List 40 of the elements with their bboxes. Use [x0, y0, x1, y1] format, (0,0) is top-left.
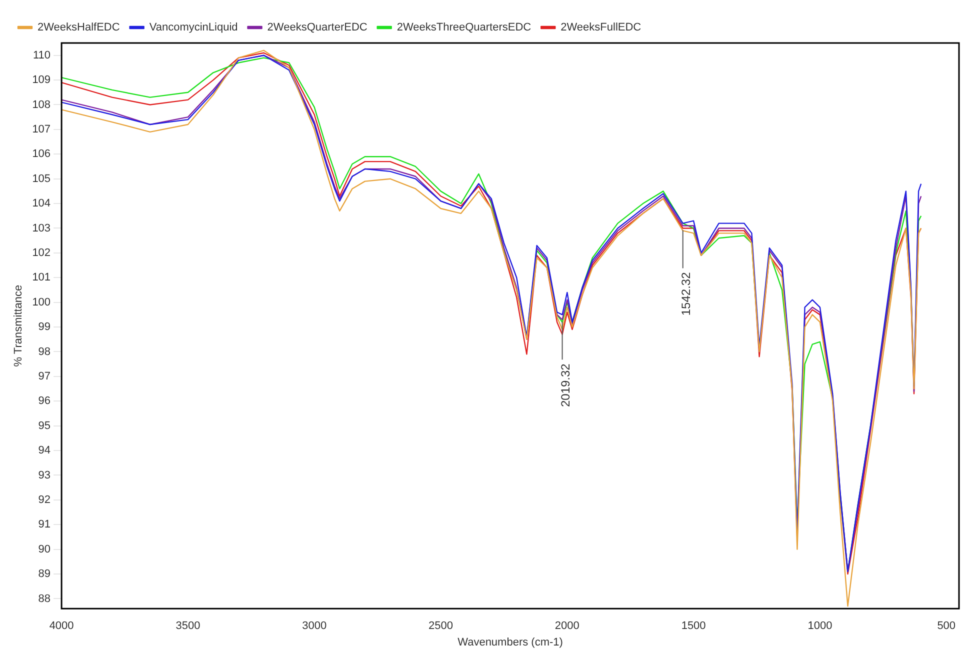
- x-tick-label: 4000: [49, 620, 74, 632]
- y-tick-label: 98: [38, 346, 51, 358]
- y-tick-label: 92: [38, 494, 51, 506]
- x-tick-label: 3000: [302, 620, 327, 632]
- y-tick-label: 107: [32, 123, 51, 136]
- y-tick-label: 104: [32, 198, 51, 210]
- y-tick-label: 88: [38, 592, 51, 605]
- y-tick-label: 110: [33, 49, 51, 62]
- legend-label: VancomycinLiquid: [149, 22, 238, 34]
- y-tick-label: 103: [32, 222, 51, 234]
- legend-label: 2WeeksQuarterEDC: [267, 22, 368, 34]
- y-tick-label: 89: [38, 568, 51, 580]
- x-tick-label: 1000: [808, 620, 832, 632]
- y-tick-label: 105: [32, 172, 51, 185]
- legend-label: 2WeeksThreeQuartersEDC: [396, 22, 532, 34]
- x-tick-label: 2000: [554, 620, 580, 632]
- y-tick-label: 95: [38, 420, 51, 432]
- y-tick-label: 99: [38, 321, 51, 334]
- y-tick-label: 94: [38, 444, 51, 457]
- x-tick-label: 1500: [681, 620, 706, 632]
- annotation: 1542.32: [679, 272, 694, 316]
- y-tick-label: 91: [38, 518, 51, 531]
- y-tick-label: 102: [32, 246, 51, 259]
- y-tick-label: 90: [38, 543, 51, 556]
- y-tick-label: 109: [32, 74, 51, 86]
- y-tick-label: 100: [32, 296, 51, 308]
- x-tick-label: 500: [937, 620, 956, 632]
- y-tick-label: 97: [38, 370, 51, 382]
- y-tick-label: 101: [32, 272, 51, 284]
- legend-label: 2WeeksFullEDC: [560, 22, 642, 34]
- y-axis-title: % Transmittance: [12, 284, 25, 367]
- legend-label: 2WeeksHalfEDC: [38, 22, 120, 34]
- x-tick-label: 3500: [176, 620, 200, 632]
- y-tick-label: 108: [32, 98, 51, 111]
- x-tick-label: 2500: [428, 620, 453, 632]
- x-axis-title: Wavenumbers (cm-1): [458, 636, 563, 648]
- y-tick-label: 96: [38, 395, 51, 408]
- y-tick-label: 93: [38, 469, 51, 482]
- annotation: 2019.32: [558, 363, 573, 408]
- y-tick-label: 106: [32, 148, 51, 160]
